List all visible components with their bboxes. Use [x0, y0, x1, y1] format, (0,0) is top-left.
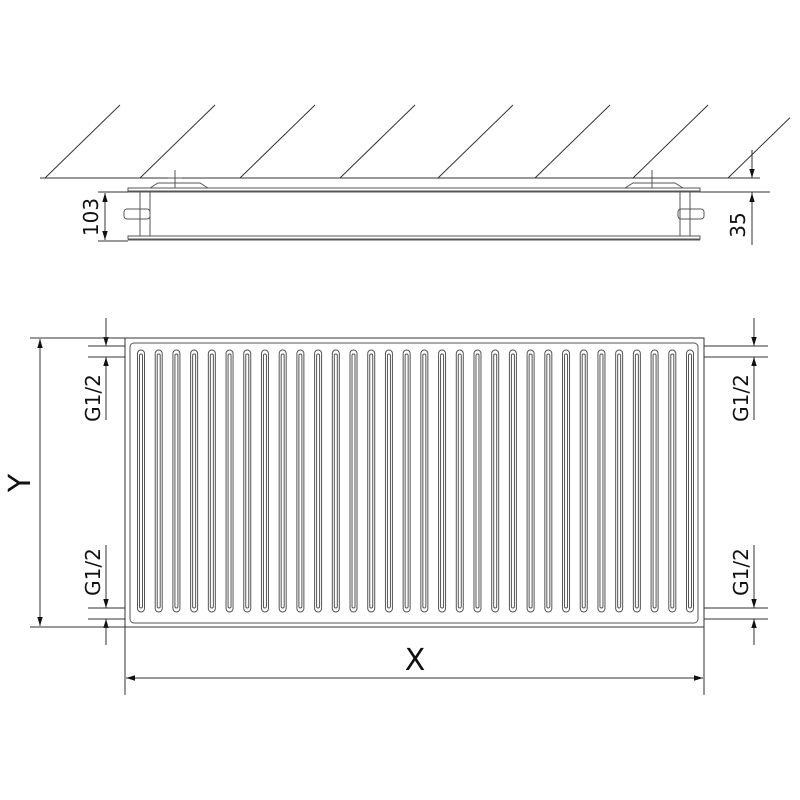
- radiator-flute: [579, 349, 588, 613]
- radiator-inner-panel: [129, 342, 699, 624]
- hatch-line: [534, 104, 611, 179]
- radiator-flute: [670, 353, 675, 609]
- radiator-flute: [154, 349, 163, 613]
- radiator-flute: [650, 349, 659, 613]
- radiator-flute: [688, 353, 692, 609]
- radiator-flute: [245, 353, 250, 609]
- radiator-flute: [384, 349, 393, 613]
- hatch-line: [437, 104, 514, 179]
- radiator-flute: [349, 349, 358, 613]
- radiator-flute: [457, 353, 462, 609]
- radiator-flute: [260, 349, 269, 613]
- radiator-flute: [422, 353, 427, 609]
- connection-label-bottom-left: G1/2: [81, 548, 105, 596]
- hatch-line: [139, 104, 216, 179]
- radiator-side-profile: [123, 170, 705, 241]
- radiator-flute: [278, 349, 287, 613]
- radiator-flute: [333, 353, 338, 609]
- radiator-flute: [156, 353, 161, 609]
- radiator-flute: [597, 349, 606, 613]
- radiator-flute: [207, 349, 216, 613]
- radiator-flute: [526, 349, 535, 613]
- radiator-flute: [174, 353, 179, 609]
- radiator-flute: [634, 353, 639, 609]
- radiator-flute: [298, 353, 303, 609]
- connection-label-top-right: G1/2: [729, 374, 753, 422]
- radiator-flute: [192, 353, 197, 609]
- radiator-flute: [139, 353, 143, 609]
- radiator-flute: [581, 353, 586, 609]
- hatch-line: [339, 104, 416, 179]
- radiator-flute: [420, 349, 429, 613]
- connection-label-bottom-right: G1/2: [729, 548, 753, 596]
- side-view: [40, 104, 791, 245]
- radiator-flute: [546, 353, 551, 609]
- radiator-flute: [190, 349, 199, 613]
- radiator-flute: [314, 349, 323, 613]
- radiator-flute: [296, 349, 305, 613]
- radiator-flute: [491, 349, 500, 613]
- radiator-flute: [367, 349, 376, 613]
- wall-hatching: [44, 104, 791, 179]
- radiator-flute: [351, 353, 356, 609]
- radiator-flute: [262, 353, 267, 609]
- connection-label-top-left: G1/2: [81, 374, 105, 422]
- radiator-flute: [615, 349, 624, 613]
- wall-gap-label: 35: [726, 212, 750, 237]
- hatch-line: [727, 117, 791, 179]
- radiator-flute: [528, 353, 533, 609]
- radiator-flute: [440, 353, 445, 609]
- radiator-flute: [243, 349, 252, 613]
- radiator-flute: [508, 349, 517, 613]
- hatch-line: [239, 104, 316, 179]
- radiator-flute: [404, 353, 409, 609]
- radiator-flute: [438, 349, 447, 613]
- radiator-flute: [668, 349, 677, 613]
- radiator-flutes: [137, 349, 694, 613]
- radiator-flute: [227, 353, 232, 609]
- radiator-flute: [225, 349, 234, 613]
- radiator-flute: [632, 349, 641, 613]
- radiator-flute: [544, 349, 553, 613]
- radiator-flute: [564, 353, 569, 609]
- radiator-flute: [686, 349, 694, 613]
- height-label: Y: [3, 473, 38, 493]
- radiator-flute: [562, 349, 571, 613]
- radiator-flute: [455, 349, 464, 613]
- width-label: X: [405, 643, 426, 678]
- radiator-flute: [331, 349, 340, 613]
- radiator-flute: [280, 353, 285, 609]
- hatch-line: [632, 104, 709, 179]
- hatch-line: [44, 104, 121, 179]
- radiator-flute: [172, 349, 181, 613]
- radiator-flute: [209, 353, 214, 609]
- depth-label: 103: [79, 198, 103, 236]
- radiator-flute: [316, 353, 321, 609]
- radiator-flute: [599, 353, 604, 609]
- radiator-flute: [475, 353, 480, 609]
- radiator-flute: [137, 349, 145, 613]
- radiator-flute: [386, 353, 391, 609]
- radiator-flute: [369, 353, 374, 609]
- radiator-flute: [402, 349, 411, 613]
- radiator-flute: [652, 353, 657, 609]
- radiator-outer-panel: [124, 337, 705, 628]
- radiator-flute: [473, 349, 482, 613]
- front-view: [30, 318, 768, 695]
- radiator-flute: [493, 353, 498, 609]
- radiator-flute: [617, 353, 622, 609]
- radiator-flute: [510, 353, 515, 609]
